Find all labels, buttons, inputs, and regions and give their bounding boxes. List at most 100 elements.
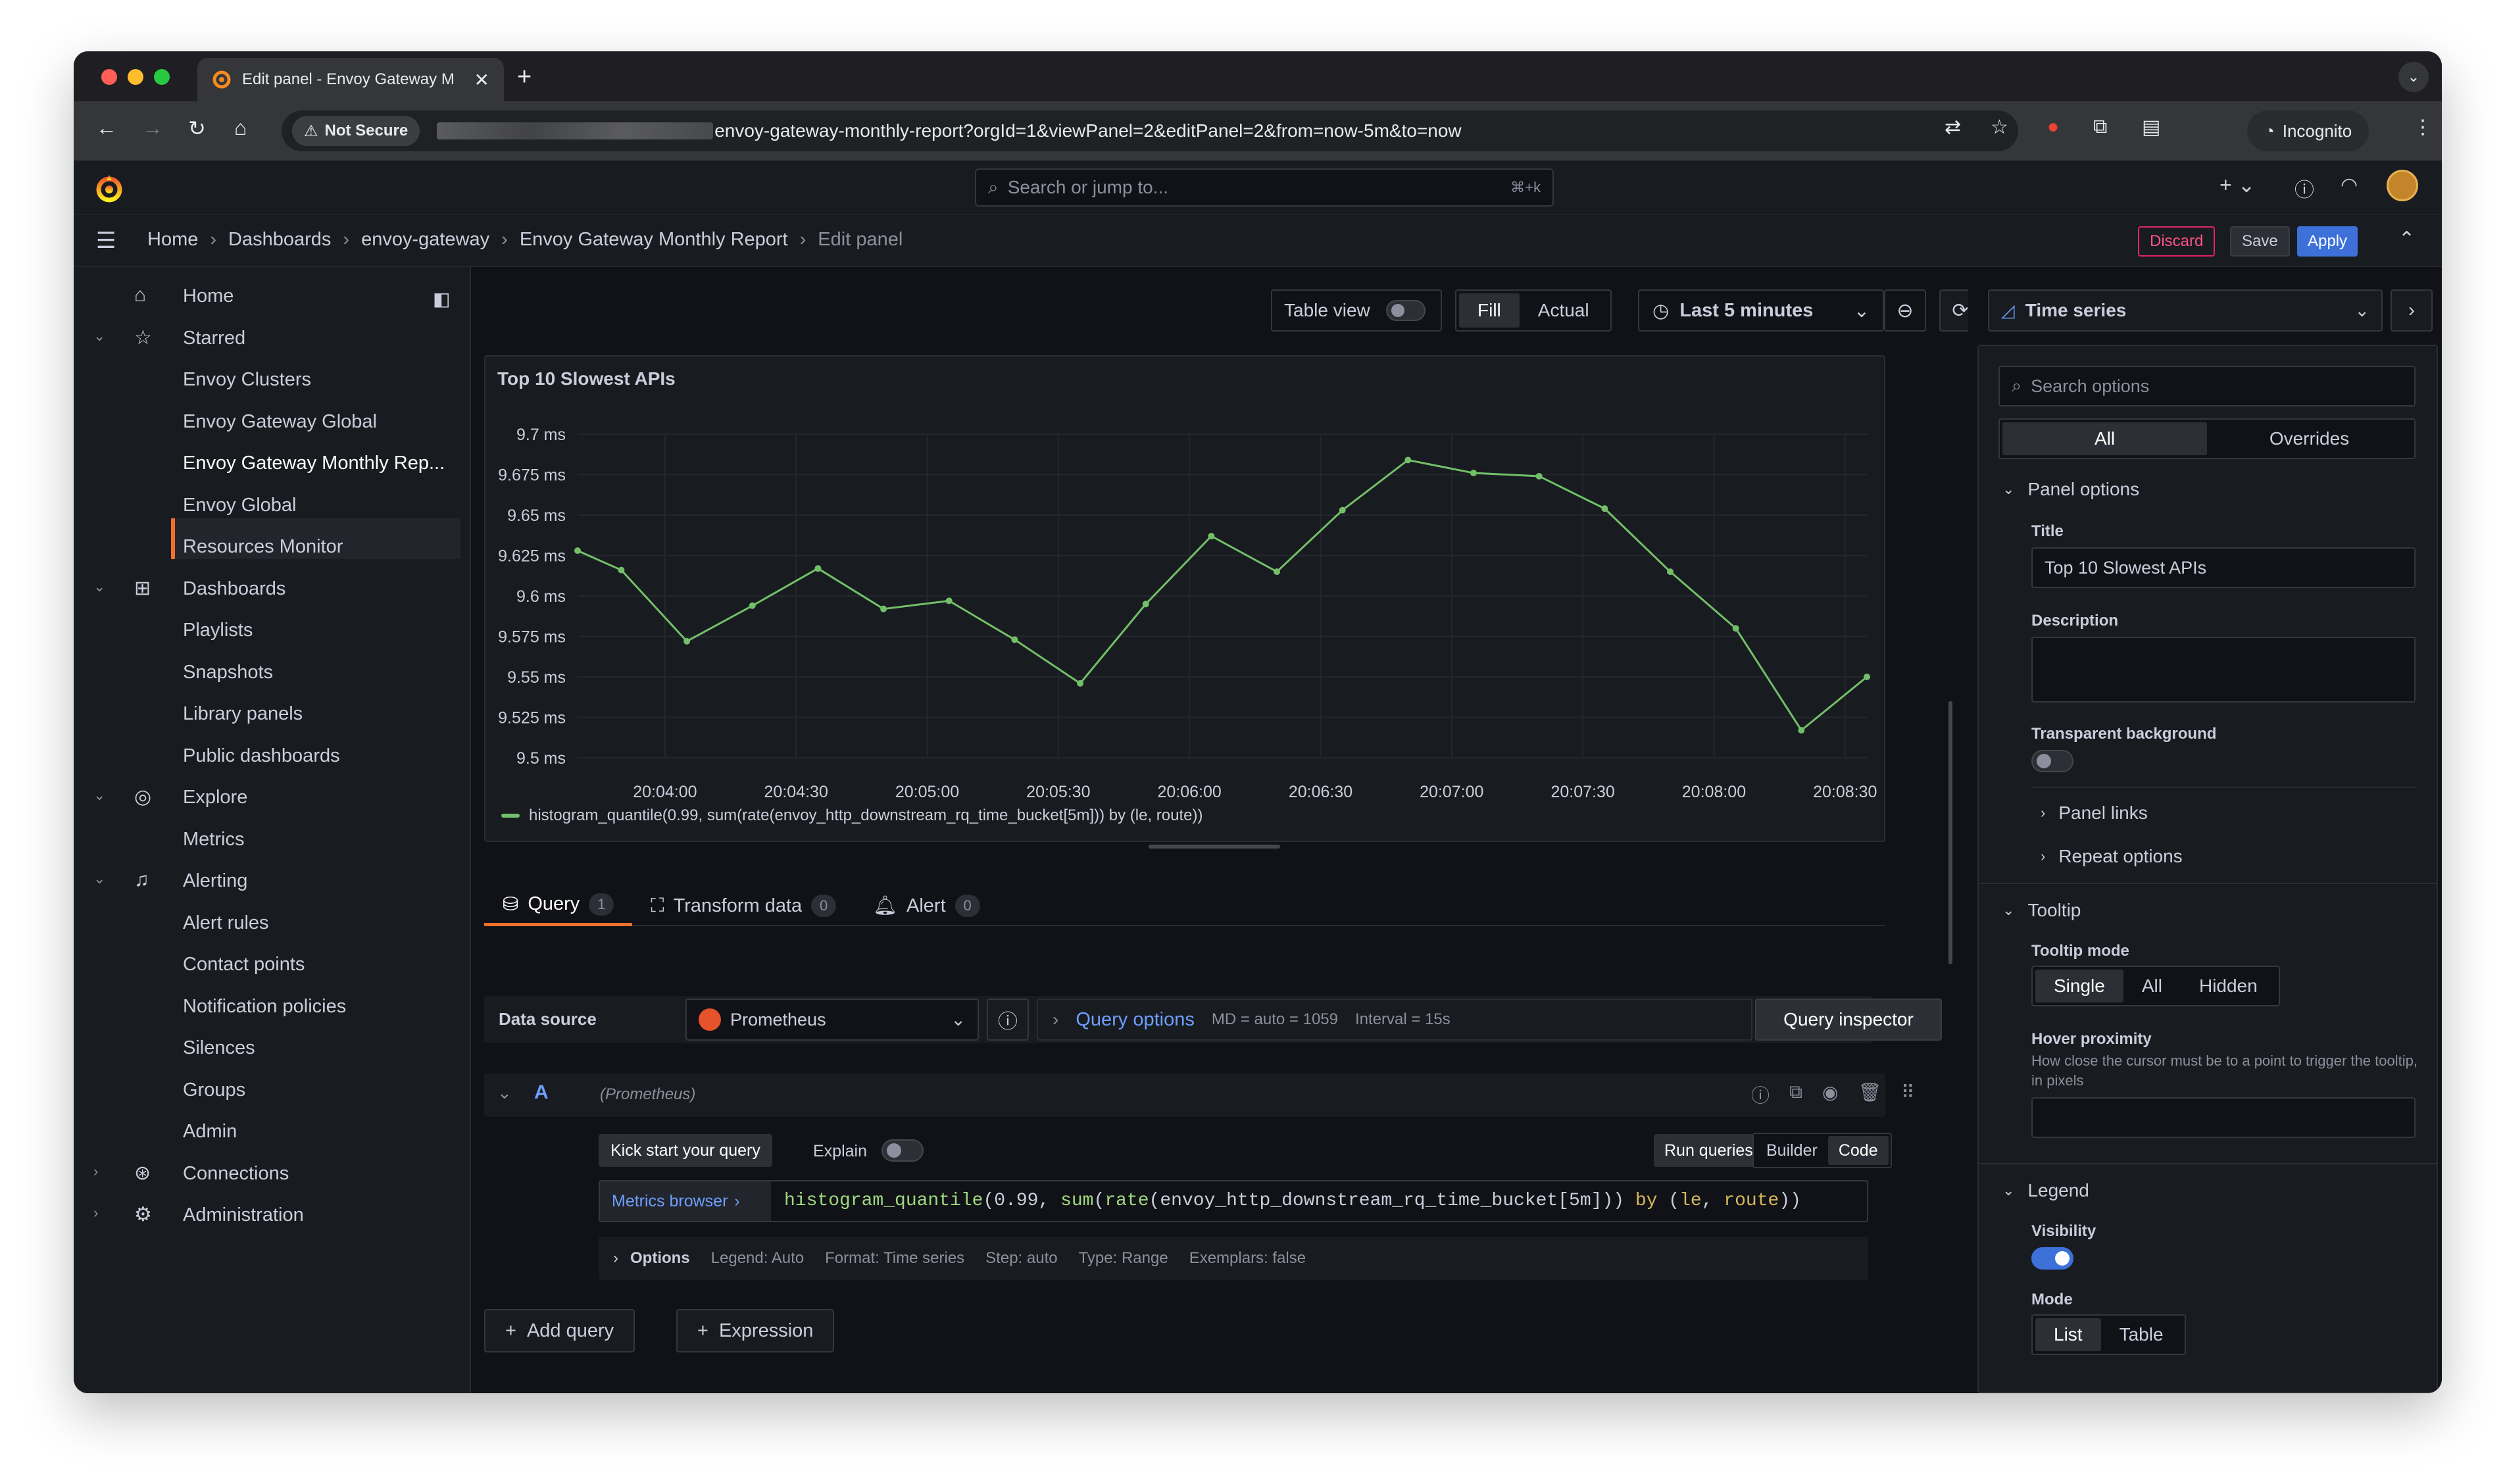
new-tab-button[interactable]: + [517,63,532,91]
data-point[interactable] [1011,636,1018,643]
transparent-toggle[interactable] [2031,750,2073,772]
apply-button[interactable]: Apply [2297,226,2358,257]
sidebar-item-metrics[interactable]: Metrics [183,828,245,850]
tab-query[interactable]: ⛁ Query 1 [484,885,633,926]
user-avatar[interactable] [2387,170,2418,201]
fill-actual-toggle[interactable]: Fill Actual [1455,289,1612,332]
data-point[interactable] [814,565,822,572]
tooltip-section[interactable]: ⌄ Tooltip [2002,900,2081,920]
sidebar-item-public-dashboards[interactable]: Public dashboards [183,745,340,766]
data-point[interactable] [1864,674,1870,680]
data-point[interactable] [1601,505,1608,512]
panel-links-section[interactable]: › Panel links [2041,803,2148,823]
collapse-query-icon[interactable]: ⌄ [497,1083,512,1102]
run-queries-button[interactable]: Run queries [1654,1134,1764,1167]
collapse-chevron-icon[interactable]: ⌄ [93,787,106,803]
tab-all[interactable]: All [2002,422,2207,455]
sidebar-item-envoy-gateway-global[interactable]: Envoy Gateway Global [183,410,377,432]
time-range-picker[interactable]: ◷ Last 5 minutes ⌄ [1638,289,1884,332]
builder-option[interactable]: Builder [1766,1141,1818,1160]
legend-section[interactable]: ⌄ Legend [2002,1180,2089,1200]
query-ref-id[interactable]: A [534,1081,549,1103]
dock-menu-icon[interactable]: ◧ [433,289,451,309]
sidebar-item-connections[interactable]: Connections [183,1162,289,1184]
incognito-badge[interactable]: ◔ Incognito [2247,111,2369,151]
tab-search-button[interactable]: ⌄ [2398,62,2429,92]
table-view-switch[interactable] [1385,300,1426,321]
sidebar-item-admin[interactable]: Admin [183,1121,237,1142]
sidebar-item-dashboards[interactable]: Dashboards [183,578,286,599]
sidebar-item-envoy-gateway-monthly-rep[interactable]: Envoy Gateway Monthly Rep... [183,453,445,474]
legend[interactable]: histogram_quantile(0.99, sum(rate(envoy_… [501,806,1203,825]
sidebar-item-contact-points[interactable]: Contact points [183,954,305,975]
table-view-toggle[interactable]: Table view [1271,289,1442,332]
time-series-panel[interactable]: Top 10 Slowest APIs 9.5 ms 9.525 ms 9.55 m… [484,355,1885,842]
search-bar[interactable]: ⌕ Search or jump to... ⌘+k [975,168,1554,207]
add-new-icon[interactable]: + ⌄ [2220,173,2256,197]
metrics-browser-button[interactable]: Metrics browser › [600,1181,771,1221]
expand-chevron-icon[interactable]: › [93,1204,99,1221]
collapse-chevron-icon[interactable]: ⌄ [93,870,106,887]
sidebar-item-starred[interactable]: Starred [183,327,246,349]
breadcrumb-dashboards[interactable]: Dashboards [228,229,332,250]
forward-icon[interactable]: → [142,116,163,139]
collapse-options-icon[interactable]: › [2391,289,2433,332]
visualization-picker[interactable]: ◿ Time series ⌄ [1988,289,2383,332]
help-icon[interactable]: ⓘ [2294,180,2314,201]
sidebar-item-snapshots[interactable]: Snapshots [183,661,274,683]
data-point[interactable] [683,637,691,645]
builder-code-toggle[interactable]: Builder Code [1752,1133,1892,1168]
data-point[interactable] [749,602,756,609]
add-query-button[interactable]: + Add query [484,1309,635,1352]
home-browser-icon[interactable]: ⌂ [234,116,247,139]
tooltip-hidden[interactable]: Hidden [2198,976,2258,996]
tab-alert[interactable]: 🔔︎ Alert 0 [855,885,998,926]
collapse-chevron-icon[interactable]: ⌄ [93,578,106,595]
code-option[interactable]: Code [1827,1136,1889,1165]
eye-icon[interactable]: ◉ [1822,1082,1839,1102]
sidebar-item-notification-policies[interactable]: Notification policies [183,995,347,1017]
panel-resize-handle[interactable] [1149,845,1280,849]
promql-expression[interactable]: histogram_quantile(0.99, sum(rate(envoy_… [784,1191,1801,1211]
data-point[interactable] [574,547,581,555]
sidebar-item-home[interactable]: Home [183,285,234,307]
data-point[interactable] [1798,727,1805,734]
panel-options-section[interactable]: ⌄ Panel options [2002,479,2140,499]
sidebar-item-administration[interactable]: Administration [183,1204,304,1225]
query-editor[interactable] [599,1180,1868,1222]
duplicate-icon[interactable]: ⧉ [1789,1081,1803,1102]
title-input[interactable]: Top 10 Slowest APIs [2031,547,2416,588]
data-point[interactable] [1274,568,1281,576]
back-icon[interactable]: ← [96,116,117,139]
close-tab-icon[interactable]: ✕ [474,69,489,90]
data-point[interactable] [1339,507,1346,514]
zoom-out-icon[interactable]: ⊖ [1884,289,1926,332]
extensions-puzzle-icon[interactable]: ⧉ [2093,116,2108,137]
description-textarea[interactable] [2031,637,2416,703]
breadcrumb-folder[interactable]: envoy-gateway [361,229,490,250]
bookmark-star-icon[interactable]: ☆ [1991,116,2008,138]
data-point[interactable] [1404,457,1412,464]
discard-button[interactable]: Discard [2138,226,2216,257]
data-point[interactable] [945,597,953,605]
sidebar-item-resources-monitor[interactable]: Resources Monitor [183,536,343,557]
browser-menu-icon[interactable]: ⋮ [2413,116,2433,138]
sidebar-item-explore[interactable]: Explore [183,787,248,808]
scrollbar[interactable] [1948,701,1952,964]
data-point[interactable] [1077,680,1084,687]
not-secure-badge[interactable]: ⚠ Not Secure [292,116,420,146]
query-help-icon[interactable]: ⓘ [1751,1085,1770,1106]
actual-option[interactable]: Actual [1537,300,1589,320]
data-point[interactable] [1667,568,1674,576]
browser-tab[interactable]: Edit panel - Envoy Gateway M ✕ [197,58,504,101]
sidebar-item-envoy-global[interactable]: Envoy Global [183,494,297,516]
extension-red-icon[interactable]: ● [2047,116,2060,137]
kick-start-button[interactable]: Kick start your query [599,1134,772,1167]
data-point[interactable] [1208,532,1215,539]
legend-visibility-toggle[interactable] [2031,1247,2073,1270]
maximize-window-button[interactable] [154,69,170,85]
sidebar-item-alert-rules[interactable]: Alert rules [183,912,269,933]
reload-icon[interactable]: ↻ [188,116,206,140]
hover-proximity-input[interactable] [2031,1097,2416,1138]
collapse-chevron-up-icon[interactable]: ⌃ [2398,228,2416,250]
